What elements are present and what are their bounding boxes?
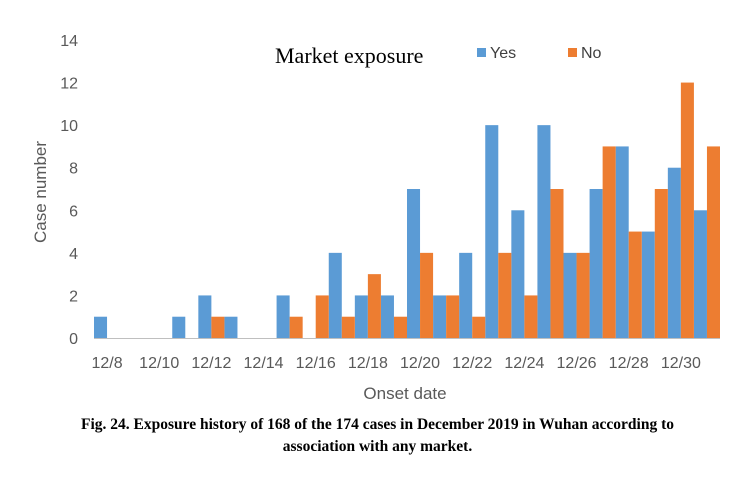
bar-yes-12-17 <box>328 252 342 338</box>
legend-label-no: No <box>581 45 602 62</box>
bar-no-12-20 <box>420 252 434 338</box>
y-tick-label: 4 <box>69 246 78 263</box>
y-axis-ticks: 0 2 4 6 8 10 12 14 <box>60 33 78 348</box>
bar-no-12-19 <box>393 316 407 338</box>
caption-line-1: Fig. 24. Exposure history of 168 of the … <box>80 416 675 433</box>
x-tick-label: 12/12 <box>191 355 231 372</box>
bar-no-12-31 <box>706 146 720 338</box>
bar-yes-12-26 <box>563 252 577 338</box>
bar-yes-12-12 <box>198 295 212 338</box>
bars <box>94 82 720 339</box>
legend: Yes No <box>477 45 602 62</box>
bar-yes-12-13 <box>224 316 238 338</box>
bar-yes-12-30 <box>667 167 681 338</box>
bar-yes-12-31 <box>693 210 707 338</box>
y-tick-label: 0 <box>69 331 78 348</box>
x-tick-label: 12/28 <box>609 355 649 372</box>
bar-yes-12-8 <box>94 316 108 338</box>
bar-yes-12-18 <box>354 295 368 338</box>
bar-yes-12-19 <box>380 295 394 338</box>
y-tick-label: 12 <box>60 76 78 93</box>
bar-yes-12-29 <box>641 231 655 338</box>
x-tick-label: 12/10 <box>139 355 179 372</box>
legend-swatch-yes <box>477 48 486 57</box>
bar-no-12-12 <box>211 316 225 338</box>
x-tick-label: 12/22 <box>452 355 492 372</box>
bar-yes-12-15 <box>276 295 290 338</box>
bar-yes-12-20 <box>407 189 421 338</box>
legend-title: Market exposure <box>275 43 423 68</box>
bar-no-12-18 <box>367 274 381 338</box>
bar-yes-12-11 <box>172 316 186 338</box>
x-tick-label: 12/16 <box>296 355 336 372</box>
x-tick-label: 12/18 <box>348 355 388 372</box>
x-tick-label: 12/30 <box>661 355 701 372</box>
bar-no-12-28 <box>628 231 642 338</box>
legend-swatch-no <box>568 48 577 57</box>
bar-yes-12-23 <box>485 125 499 339</box>
bar-no-12-26 <box>576 252 590 338</box>
bar-yes-12-28 <box>615 146 629 338</box>
bar-no-12-29 <box>654 189 668 338</box>
y-tick-label: 8 <box>69 161 78 178</box>
bar-yes-12-22 <box>459 252 473 338</box>
bar-yes-12-27 <box>589 189 603 338</box>
figure-caption: Fig. 24. Exposure history of 168 of the … <box>0 414 755 458</box>
bar-no-12-16 <box>315 295 329 338</box>
bar-no-12-22 <box>472 316 486 338</box>
y-tick-label: 10 <box>60 118 78 135</box>
caption-line-2: association with any market. <box>282 438 473 455</box>
bar-yes-12-21 <box>433 295 447 338</box>
x-axis-ticks: 12/8 12/10 12/12 12/14 12/16 12/18 12/20 12/22 1… <box>91 355 701 372</box>
x-tick-label: 12/24 <box>504 355 544 372</box>
bar-no-12-23 <box>498 252 512 338</box>
x-axis-label: Onset date <box>363 384 446 403</box>
bar-no-12-15 <box>289 316 303 338</box>
y-tick-label: 2 <box>69 288 78 305</box>
y-tick-label: 14 <box>60 33 78 50</box>
bar-no-12-30 <box>680 82 694 338</box>
bar-no-12-25 <box>550 189 564 338</box>
y-tick-label: 6 <box>69 203 78 220</box>
bar-yes-12-24 <box>511 210 525 338</box>
x-tick-label: 12/26 <box>557 355 597 372</box>
x-tick-label: 12/14 <box>244 355 284 372</box>
y-axis-label: Case number <box>31 141 50 243</box>
x-tick-label: 12/20 <box>400 355 440 372</box>
bar-yes-12-25 <box>537 125 551 339</box>
bar-no-12-17 <box>341 316 355 338</box>
bar-no-12-24 <box>524 295 538 338</box>
x-tick-label: 12/8 <box>91 355 122 372</box>
legend-label-yes: Yes <box>490 45 516 62</box>
bar-no-12-21 <box>446 295 460 338</box>
bar-no-12-27 <box>602 146 616 338</box>
bar-chart: 0 2 4 6 8 10 12 14 12/8 12/10 12/12 12/14 12/16 12/1… <box>31 33 720 403</box>
